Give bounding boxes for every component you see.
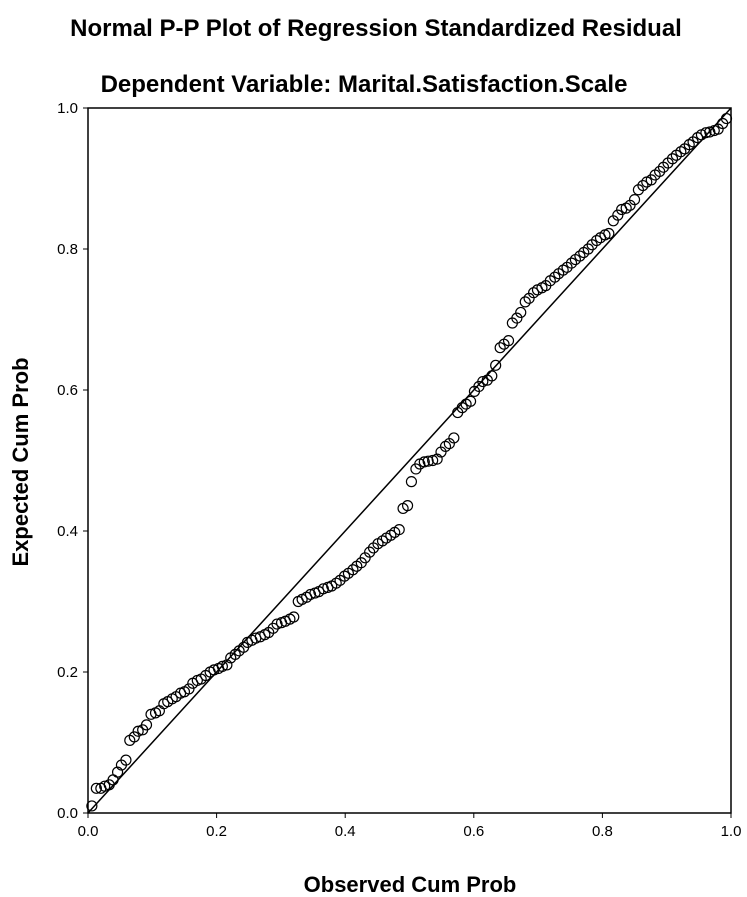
data-point-96	[490, 359, 502, 371]
data-point-116	[574, 250, 586, 262]
data-point-0	[86, 800, 98, 812]
data-point-97	[494, 342, 506, 354]
data-point-73	[393, 523, 405, 536]
data-point-48	[288, 611, 300, 623]
y-tick-label: 1.0	[57, 100, 78, 117]
chart-title: Normal P-P Plot of Regression Standardiz…	[70, 15, 682, 42]
data-point-81	[427, 454, 439, 467]
data-point-129	[628, 194, 641, 206]
data-point-110	[549, 271, 561, 283]
data-point-34	[229, 648, 241, 660]
data-point-3	[99, 780, 111, 792]
data-point-118	[582, 243, 594, 255]
y-tick-label: 0.8	[57, 241, 78, 258]
data-point-75	[401, 500, 414, 512]
y-axis: 0.0 0.2 0.4 0.6 0.8 1.0	[57, 100, 88, 822]
data-point-31	[216, 660, 228, 672]
data-point-88	[456, 402, 468, 414]
x-tick-label: 0.2	[206, 823, 227, 840]
data-point-135	[654, 165, 666, 178]
x-tick-label: 1.0	[721, 823, 742, 840]
data-point-123	[603, 227, 615, 240]
data-point-131	[637, 179, 649, 192]
data-point-102	[515, 306, 527, 319]
data-point-95	[486, 370, 498, 382]
data-point-146	[700, 127, 712, 139]
data-point-138	[666, 153, 679, 165]
y-tick-label: 0.0	[57, 805, 78, 822]
x-tick-label: 0.8	[592, 823, 613, 840]
data-point-52	[304, 588, 317, 601]
y-tick-label: 0.6	[57, 382, 78, 399]
data-point-13	[140, 719, 153, 731]
data-point-93	[477, 375, 489, 388]
data-point-90	[464, 395, 477, 407]
data-point-103	[519, 296, 531, 308]
data-point-147	[704, 126, 716, 138]
x-tick-label: 0.0	[78, 823, 99, 840]
data-point-23	[183, 683, 195, 695]
data-point-151	[720, 112, 733, 125]
data-point-114	[565, 257, 578, 269]
x-tick-label: 0.6	[463, 823, 484, 840]
reference-line	[87, 107, 732, 814]
data-point-82	[431, 453, 443, 465]
x-axis: 0.0 0.2 0.4 0.6 0.8 1.0	[78, 813, 742, 840]
data-point-10	[128, 731, 140, 743]
data-point-125	[612, 209, 624, 221]
y-tick-label: 0.2	[57, 664, 78, 681]
data-point-62	[347, 564, 359, 576]
data-point-99	[502, 335, 515, 347]
data-point-11	[132, 725, 144, 737]
data-point-76	[405, 476, 418, 488]
x-tick-label: 0.4	[335, 823, 356, 840]
data-point-43	[267, 622, 279, 634]
y-axis-label: Expected Cum Prob	[8, 357, 33, 566]
data-point-55	[317, 583, 329, 595]
points-layer	[86, 112, 733, 812]
data-point-44	[271, 618, 283, 630]
data-point-6	[111, 766, 124, 778]
data-point-86	[448, 432, 460, 444]
data-point-101	[511, 312, 523, 324]
data-point-1	[90, 782, 102, 794]
data-point-66	[364, 546, 376, 558]
data-point-32	[221, 659, 233, 671]
data-point-79	[418, 456, 430, 468]
reference-line-layer	[87, 107, 732, 814]
chart-subtitle: Dependent Variable: Marital.Satisfaction…	[101, 71, 628, 98]
y-tick-label: 0.4	[57, 523, 78, 540]
data-point-8	[120, 754, 132, 766]
x-axis-label: Observed Cum Prob	[304, 872, 517, 897]
